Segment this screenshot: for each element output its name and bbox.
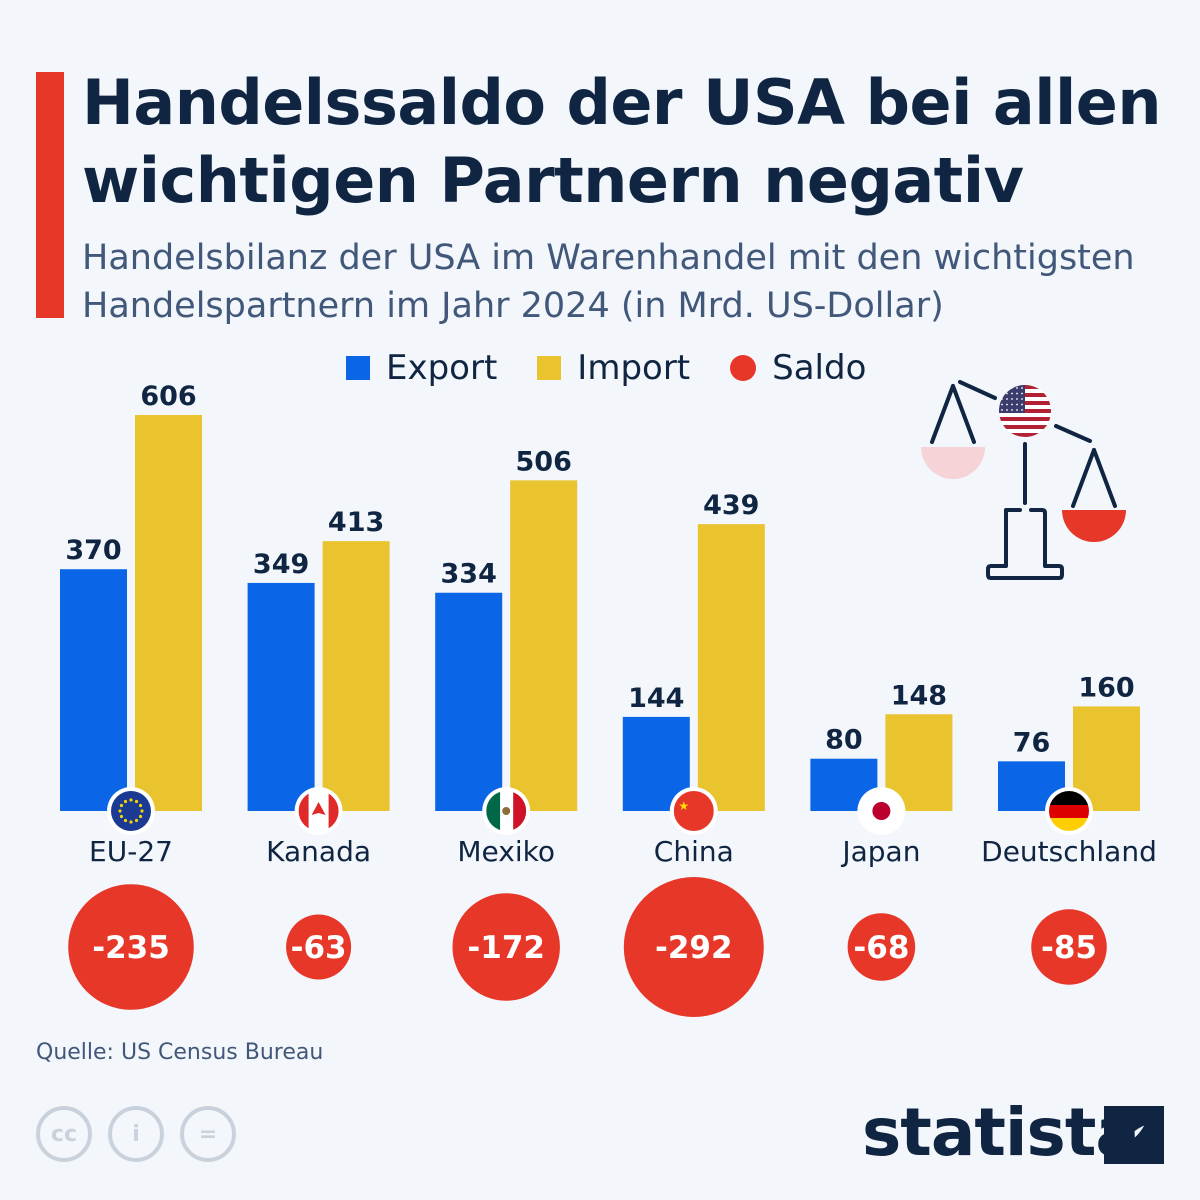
saldo-label: -63 bbox=[291, 930, 347, 966]
export-bar bbox=[810, 758, 878, 811]
data-label: 144 bbox=[628, 683, 684, 714]
legend-label: Export bbox=[386, 348, 498, 388]
saldo-bubble bbox=[1031, 909, 1107, 985]
data-label: 606 bbox=[140, 381, 196, 412]
category-label: Deutschland bbox=[981, 835, 1157, 868]
data-label: 370 bbox=[65, 535, 121, 566]
import-bar bbox=[322, 541, 390, 811]
attribution-icon: i bbox=[108, 1106, 164, 1162]
legend-swatch-import bbox=[537, 356, 562, 380]
saldo-label: -85 bbox=[1041, 930, 1097, 966]
export-bar bbox=[435, 592, 503, 811]
data-label: 506 bbox=[516, 446, 572, 477]
brand-name: statista bbox=[862, 1094, 1140, 1171]
saldo-bubble bbox=[847, 913, 916, 981]
saldo-bubble bbox=[68, 884, 194, 1010]
scale-icon bbox=[921, 380, 1126, 580]
category-label: Mexiko bbox=[457, 835, 555, 868]
category-label: China bbox=[654, 835, 734, 868]
legend-export: Export bbox=[346, 348, 497, 388]
page-title: Handelssaldo der USA bei allen wichtigen… bbox=[82, 66, 1161, 217]
mexico-flag-icon bbox=[482, 787, 531, 835]
import-bar bbox=[697, 524, 765, 811]
cc-icon: cc bbox=[36, 1106, 92, 1162]
legend-swatch-saldo bbox=[730, 355, 757, 381]
saldo-bubble bbox=[286, 914, 352, 980]
category-label: Japan bbox=[840, 835, 920, 868]
saldo-label: -292 bbox=[655, 930, 733, 966]
saldo-bubble bbox=[452, 893, 560, 1001]
import-bar bbox=[1073, 706, 1140, 811]
export-bar bbox=[998, 761, 1065, 811]
saldo-label: -68 bbox=[853, 930, 909, 966]
legend-swatch-export bbox=[346, 356, 370, 380]
import-bar bbox=[135, 415, 202, 811]
statista-logo-mark-icon bbox=[1104, 1106, 1164, 1164]
svg-text:★: ★ bbox=[678, 799, 689, 813]
canada-flag-icon bbox=[294, 787, 343, 835]
legend-label: Import bbox=[577, 348, 691, 388]
eu-flag-icon bbox=[107, 787, 155, 835]
data-label: 148 bbox=[891, 680, 947, 711]
china-flag-icon: ★ bbox=[669, 787, 718, 835]
data-label: 160 bbox=[1078, 672, 1134, 703]
data-label: 439 bbox=[703, 490, 759, 521]
source-note: Quelle: US Census Bureau bbox=[36, 1040, 324, 1065]
import-bar bbox=[885, 714, 953, 811]
category-label: EU-27 bbox=[89, 835, 173, 868]
us-flag-icon bbox=[999, 385, 1051, 437]
statista-logo: statista bbox=[862, 1094, 1140, 1171]
legend-label: Saldo bbox=[772, 348, 867, 388]
export-bar bbox=[60, 569, 127, 811]
export-bar bbox=[247, 582, 315, 811]
data-label: 349 bbox=[253, 549, 309, 580]
data-label: 413 bbox=[328, 507, 384, 538]
saldo-label: -235 bbox=[92, 930, 170, 966]
germany-flag-icon bbox=[1045, 787, 1093, 835]
no-derivatives-icon: = bbox=[180, 1106, 236, 1162]
import-bar bbox=[510, 480, 578, 811]
category-label: Kanada bbox=[266, 835, 371, 868]
saldo-bubble bbox=[623, 877, 764, 1017]
accent-bar bbox=[36, 72, 64, 318]
legend-import: Import bbox=[537, 348, 690, 388]
export-bar bbox=[622, 716, 690, 811]
data-label: 80 bbox=[825, 725, 863, 756]
saldo-label: -172 bbox=[467, 930, 545, 966]
data-label: 76 bbox=[1013, 727, 1051, 758]
subtitle: Handelsbilanz der USA im Warenhandel mit… bbox=[82, 238, 1135, 326]
data-label: 334 bbox=[441, 559, 497, 590]
legend-saldo: Saldo bbox=[730, 348, 866, 388]
legend: Export Import Saldo bbox=[346, 348, 906, 388]
japan-flag-icon bbox=[857, 787, 906, 835]
